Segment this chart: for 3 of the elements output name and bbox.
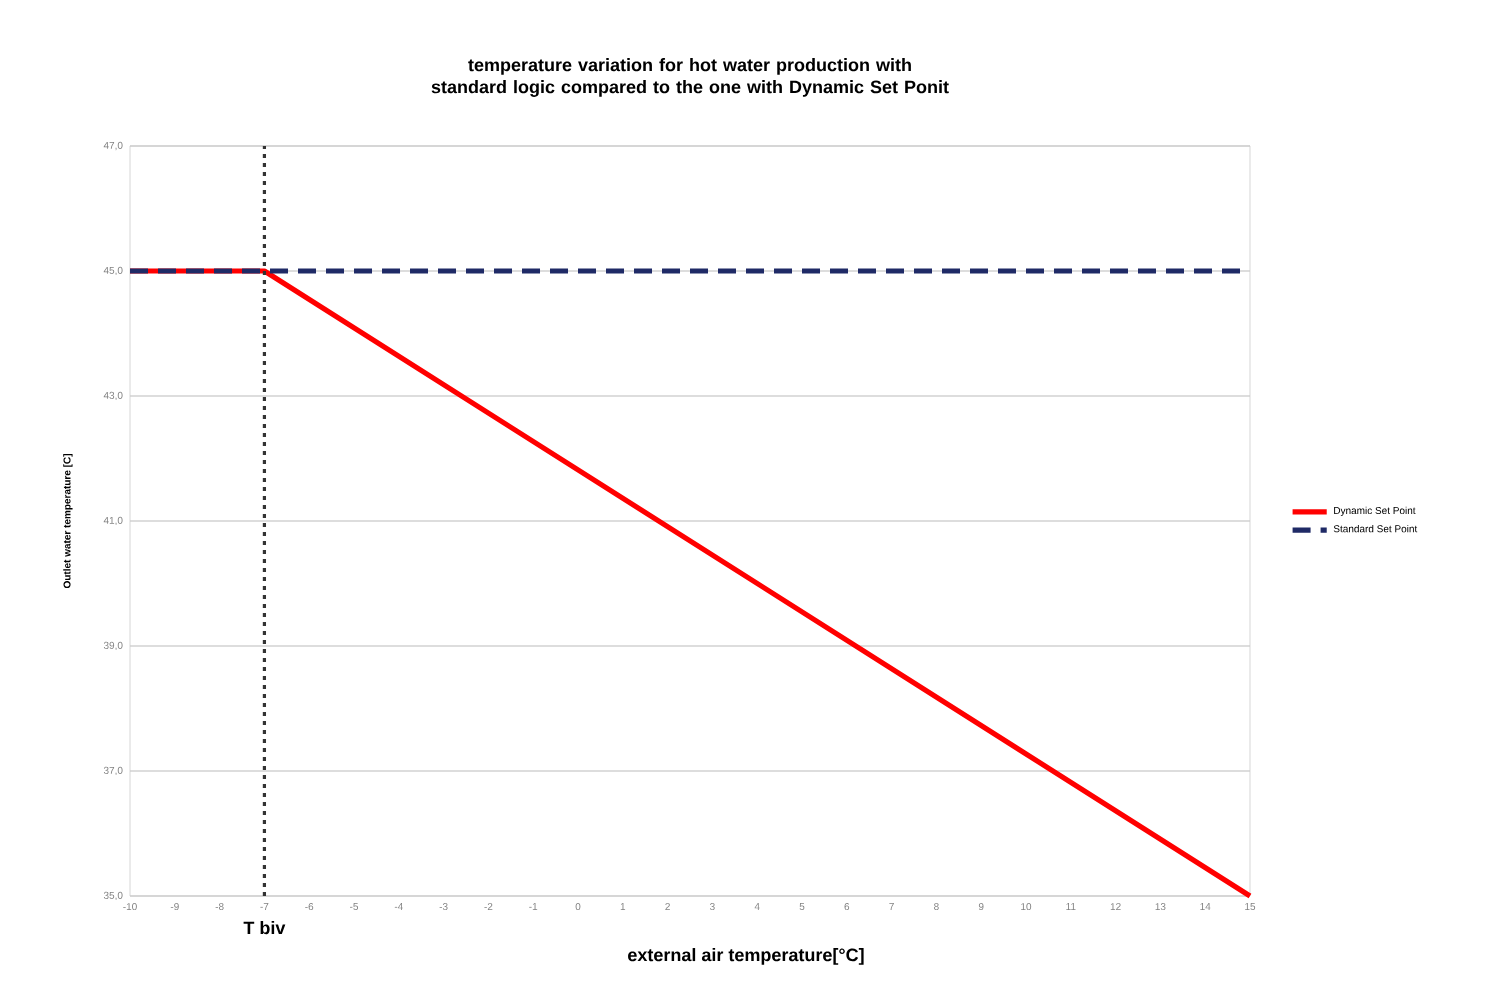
- chart-title: temperature variation for hot water production with standard logic compared to the one with Dynamic Set Ponit: [431, 58, 949, 97]
- x-axis-title: external air temperature[°C]: [628, 948, 864, 965]
- ref-line-label: T biv: [243, 921, 286, 935]
